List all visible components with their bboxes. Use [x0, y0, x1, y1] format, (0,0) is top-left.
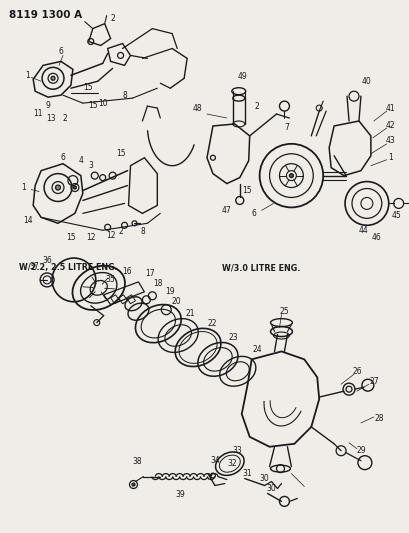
Text: 2: 2	[254, 102, 258, 110]
Circle shape	[289, 174, 293, 177]
Text: 34: 34	[209, 456, 219, 465]
Text: 6: 6	[251, 209, 256, 218]
Text: 6: 6	[61, 154, 65, 162]
Circle shape	[55, 185, 61, 190]
Text: 38: 38	[133, 457, 142, 466]
Text: 40: 40	[361, 77, 371, 86]
Text: 45: 45	[391, 211, 400, 220]
Text: 29: 29	[355, 446, 365, 455]
Text: 48: 48	[192, 103, 201, 112]
Circle shape	[132, 483, 135, 486]
Text: 15: 15	[66, 233, 76, 241]
Text: 17: 17	[145, 270, 155, 278]
Text: 28: 28	[373, 415, 383, 423]
Text: W/3.0 LITRE ENG.: W/3.0 LITRE ENG.	[221, 263, 299, 272]
Text: 4: 4	[78, 156, 83, 165]
Text: 42: 42	[385, 122, 395, 131]
Text: 20: 20	[171, 297, 180, 306]
Text: 12: 12	[86, 233, 95, 241]
Text: 31: 31	[242, 469, 252, 478]
Text: 22: 22	[207, 319, 216, 328]
Text: 6: 6	[58, 47, 63, 56]
Text: 9: 9	[45, 101, 50, 110]
Text: 7: 7	[283, 124, 288, 132]
Text: 30: 30	[259, 474, 269, 483]
Text: 14: 14	[23, 216, 33, 225]
Text: 8119 1300 A: 8119 1300 A	[9, 10, 82, 20]
Text: 15: 15	[83, 83, 92, 92]
Text: 2: 2	[63, 114, 67, 123]
Text: 18: 18	[153, 279, 163, 288]
Text: 15: 15	[115, 149, 125, 158]
Text: 44: 44	[358, 226, 368, 235]
Text: 46: 46	[371, 233, 381, 241]
Circle shape	[73, 186, 76, 189]
Text: 2: 2	[110, 14, 115, 23]
Text: 21: 21	[185, 309, 194, 318]
Text: W/2.2, 2.5 LITRE ENG.: W/2.2, 2.5 LITRE ENG.	[19, 263, 118, 272]
Text: 33: 33	[232, 446, 242, 455]
Text: 12: 12	[106, 231, 115, 240]
Text: 27: 27	[368, 377, 378, 386]
Text: 37: 37	[29, 262, 39, 271]
Text: 16: 16	[121, 268, 131, 277]
Text: 11: 11	[33, 109, 43, 118]
Circle shape	[51, 76, 55, 80]
Text: 49: 49	[237, 72, 247, 81]
Text: 8: 8	[140, 227, 144, 236]
Text: 23: 23	[229, 333, 238, 342]
Text: 10: 10	[98, 99, 107, 108]
Text: 19: 19	[165, 287, 175, 296]
Text: 24: 24	[252, 345, 262, 354]
Text: 36: 36	[42, 255, 52, 264]
Text: 1: 1	[387, 154, 392, 162]
Text: 30: 30	[266, 484, 276, 493]
Text: 41: 41	[385, 103, 395, 112]
Text: 8: 8	[122, 91, 127, 100]
Text: 15: 15	[241, 186, 251, 195]
Text: 15: 15	[88, 101, 97, 110]
Text: 1: 1	[21, 183, 25, 192]
Text: 1: 1	[25, 71, 30, 80]
Text: 47: 47	[221, 206, 231, 215]
Text: 25: 25	[279, 307, 289, 316]
Text: 43: 43	[385, 136, 395, 146]
Text: 32: 32	[227, 459, 236, 468]
Text: 26: 26	[351, 367, 361, 376]
Text: 39: 39	[175, 490, 184, 499]
Text: 35: 35	[106, 276, 115, 285]
Text: 3: 3	[88, 161, 93, 170]
Text: 2: 2	[118, 227, 123, 236]
Text: 13: 13	[46, 114, 56, 123]
